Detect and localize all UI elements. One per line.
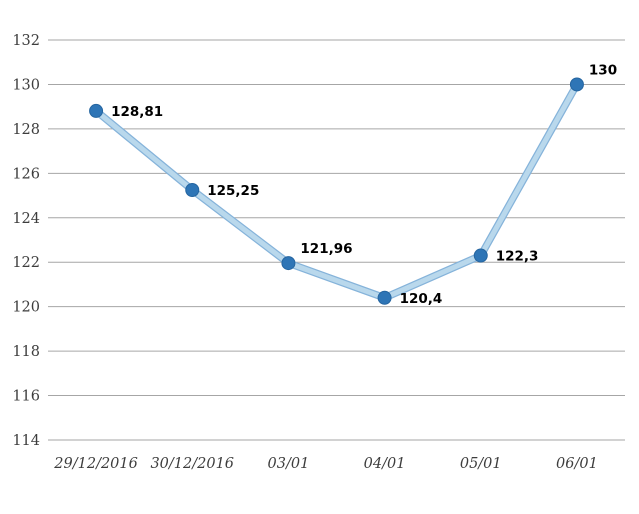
x-axis-tick-label: 30/12/2016 — [150, 456, 234, 472]
y-axis-tick-label: 122 — [12, 255, 40, 271]
y-axis-tick-label: 132 — [12, 33, 40, 49]
x-axis-tick-label: 29/12/2016 — [53, 456, 138, 472]
y-axis-tick-label: 126 — [12, 166, 40, 182]
data-point-marker[interactable] — [281, 256, 296, 271]
data-point-marker[interactable] — [569, 77, 584, 92]
y-axis-tick-label: 116 — [12, 389, 40, 405]
data-point-marker[interactable] — [473, 248, 488, 263]
series-line-edge — [92, 80, 581, 302]
data-point-label: 125,25 — [207, 183, 259, 199]
y-axis-tick-label: 120 — [12, 300, 40, 316]
data-point-marker[interactable] — [377, 290, 392, 305]
data-point-label: 130 — [589, 62, 617, 78]
x-axis-tick-label: 03/01 — [268, 456, 310, 472]
y-axis-tick-label: 114 — [12, 433, 40, 449]
data-point-label: 121,96 — [300, 241, 352, 257]
data-point-marker[interactable] — [89, 103, 104, 118]
y-axis-tick-label: 128 — [12, 122, 40, 138]
y-axis-tick-label: 118 — [12, 344, 40, 360]
data-point-label: 122,3 — [496, 249, 539, 265]
series-line — [93, 81, 580, 301]
y-axis-tick-label: 124 — [12, 211, 40, 227]
x-axis-tick-label: 04/01 — [364, 456, 406, 472]
data-point-marker[interactable] — [185, 183, 200, 197]
y-axis-tick-label: 130 — [12, 77, 40, 93]
data-point-label: 120,4 — [400, 291, 443, 307]
data-point-label: 128,81 — [111, 104, 163, 120]
x-axis-tick-label: 05/01 — [460, 456, 502, 472]
x-axis-tick-label: 06/01 — [556, 456, 598, 472]
